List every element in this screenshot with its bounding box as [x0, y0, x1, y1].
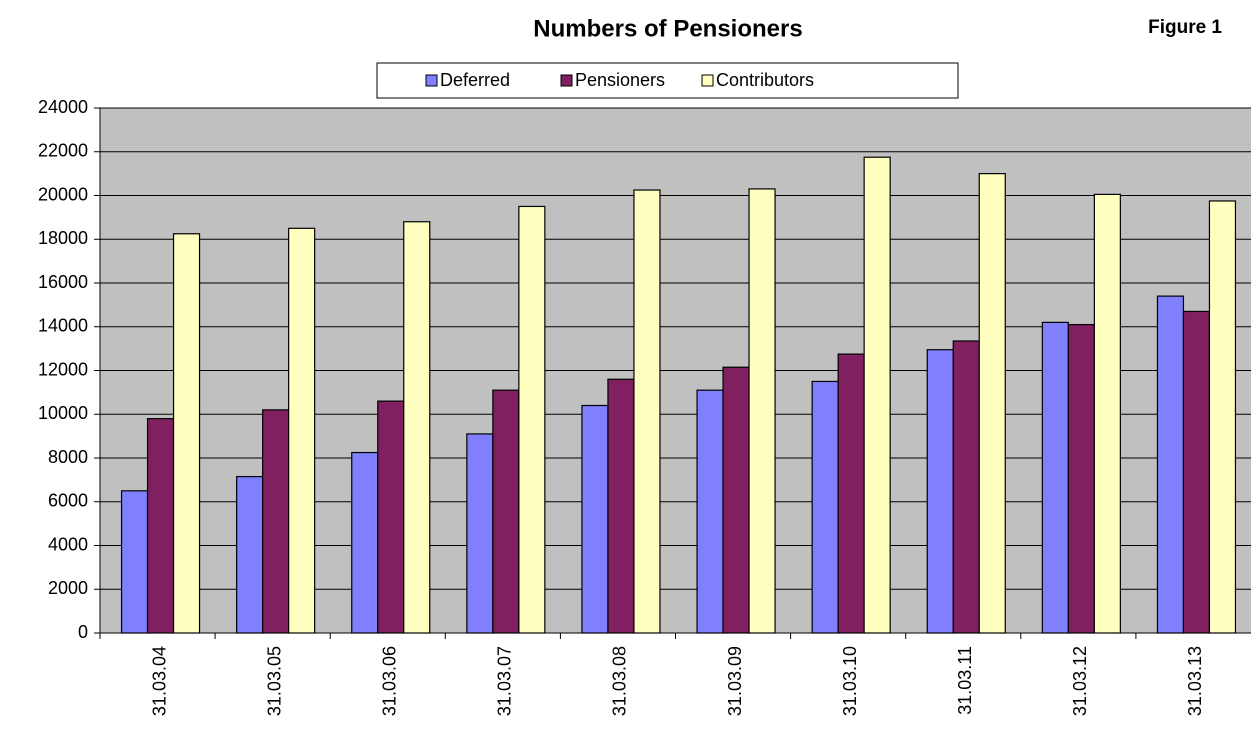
bar [262, 409, 290, 634]
y-tick-label: 16000 [38, 272, 88, 292]
bar [1156, 295, 1185, 634]
bar [837, 353, 865, 634]
y-tick-label: 14000 [38, 316, 88, 336]
y-tick-label: 6000 [48, 491, 88, 511]
y-tick-label: 4000 [48, 534, 88, 554]
bar [236, 475, 264, 634]
chart-title: Numbers of Pensioners [533, 15, 802, 42]
bar [748, 188, 776, 634]
legend-label: Deferred [440, 70, 510, 90]
bar [952, 340, 980, 634]
bar [722, 366, 750, 634]
x-tick-label: 31.03.05 [264, 646, 284, 716]
x-tick-label: 31.03.04 [149, 646, 169, 716]
bar [466, 433, 494, 634]
legend-swatch [560, 74, 573, 87]
legend-swatch [701, 74, 714, 87]
x-tick-label: 31.03.12 [1070, 646, 1090, 716]
legend-box [376, 62, 959, 99]
bar [1041, 321, 1069, 634]
legend-swatch [425, 74, 438, 87]
bar [1208, 200, 1237, 634]
bar [1067, 323, 1095, 634]
x-tick-label: 31.03.07 [495, 646, 515, 716]
bar [288, 227, 316, 634]
y-tick-label: 12000 [38, 359, 88, 379]
x-tick-label: 31.03.09 [725, 646, 745, 716]
bar [403, 221, 431, 634]
bar [926, 349, 954, 634]
bar [146, 418, 175, 634]
x-tick-label: 31.03.06 [380, 646, 400, 716]
bar [633, 189, 661, 634]
y-tick-label: 2000 [48, 578, 88, 598]
y-tick-label: 22000 [38, 141, 88, 161]
figure-label: Figure 1 [1148, 17, 1222, 38]
x-tick-label: 31.03.10 [840, 646, 860, 716]
bar [492, 389, 520, 634]
bar [581, 404, 609, 634]
y-tick-label: 20000 [38, 184, 88, 204]
y-tick-label: 8000 [48, 447, 88, 467]
bar [978, 173, 1006, 634]
bar [1182, 310, 1211, 634]
x-tick-label: 31.03.13 [1185, 646, 1205, 716]
bar [377, 400, 405, 634]
bar [120, 490, 149, 634]
legend-label: Contributors [716, 70, 814, 90]
bar [172, 233, 201, 634]
y-tick-label: 24000 [38, 97, 88, 117]
bar [607, 378, 635, 634]
bar [351, 451, 379, 634]
bar [863, 156, 891, 634]
bar [518, 205, 546, 634]
bar [811, 380, 839, 634]
y-tick-label: 18000 [38, 228, 88, 248]
bar [696, 389, 724, 634]
y-tick-label: 10000 [38, 403, 88, 423]
x-tick-label: 31.03.11 [955, 646, 975, 715]
x-tick-label: 31.03.08 [610, 646, 630, 716]
legend-label: Pensioners [575, 70, 665, 90]
bar [1093, 193, 1121, 634]
y-tick-label: 0 [78, 622, 88, 642]
